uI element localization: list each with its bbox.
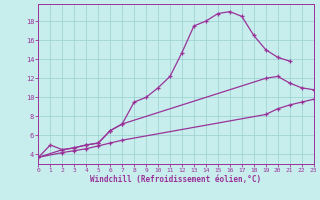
X-axis label: Windchill (Refroidissement éolien,°C): Windchill (Refroidissement éolien,°C) xyxy=(91,175,261,184)
